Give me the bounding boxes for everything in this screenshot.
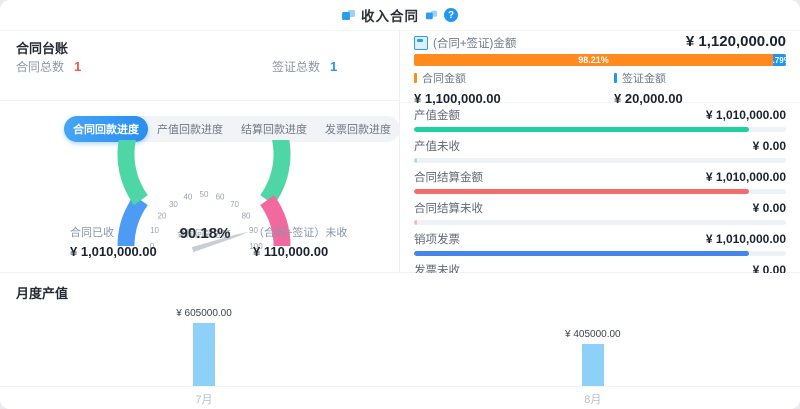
legend-value: ¥ 20,000.00 [614, 91, 683, 106]
progress-tabs: 合同回款进度 产值回款进度 结算回款进度 发票回款进度 [64, 116, 400, 142]
gauge-chart: 0 10 20 30 40 50 60 70 80 90 100 合同回款进度 [89, 67, 319, 253]
ledger-divider [0, 100, 399, 101]
document-icon-small [425, 10, 438, 20]
row-label: 产值金额 [414, 110, 460, 122]
row-progress-track [414, 251, 786, 256]
gauge-tick: 100 [249, 242, 263, 251]
received-summary: 合同已收 ¥ 1,010,000.00 [70, 224, 157, 259]
bar [193, 323, 215, 386]
tab-output-repayment[interactable]: 产值回款进度 [157, 124, 223, 136]
gauge-segment [117, 195, 148, 247]
bar-group: ¥ 605000.00 [149, 301, 259, 386]
gauge-tick: 80 [242, 211, 251, 220]
bar-group: ¥ 405000.00 [538, 301, 648, 386]
amount-total: ¥ 1,120,000.00 [685, 33, 786, 50]
stat-visa-total: 签证总数 1 [272, 58, 337, 75]
legend-label: 合同金额 [422, 73, 466, 85]
page-title: 收入合同 [361, 9, 419, 24]
row-progress-fill [414, 127, 750, 132]
stat-label: 合同总数 [16, 60, 65, 74]
contract-visa-bar: 98.21% 1.79% [414, 54, 786, 66]
received-value: ¥ 1,010,000.00 [70, 244, 157, 259]
bar-month-label: 8月 [584, 394, 602, 406]
stat-value: 1 [330, 59, 338, 74]
x-axis [0, 386, 800, 387]
legend-marker [614, 73, 617, 83]
row-progress-track [414, 127, 786, 132]
tab-contract-repayment[interactable]: 合同回款进度 [64, 116, 148, 142]
gauge-tick: 50 [200, 190, 209, 199]
amount-row: 合同结算金额 ¥ 1,010,000.00 [414, 169, 786, 194]
amount-panel-header: (合同+签证)金额 [414, 35, 516, 51]
row-value: ¥ 1,010,000.00 [705, 170, 786, 184]
gauge-tick: 30 [169, 200, 178, 209]
legend-visa-amount: 签证金额 ¥ 20,000.00 [614, 70, 683, 106]
row-value: ¥ 0.00 [752, 201, 786, 215]
row-progress-fill [414, 220, 418, 225]
row-value: ¥ 1,010,000.00 [705, 108, 786, 122]
gauge-tick: 10 [150, 226, 159, 235]
gauge-label: 合同回款进度 [177, 228, 231, 239]
bar-visa-segment: 1.79% [773, 54, 786, 66]
amount-row: 销项发票 ¥ 1,010,000.00 [414, 231, 786, 256]
amount-divider [400, 102, 800, 103]
monthly-output-section: 月度产值 ¥ 605000.00 ¥ 405000.00 7月 8月 [0, 273, 800, 409]
row-label: 销项发票 [414, 234, 460, 246]
app-header: 收入合同 ? [0, 0, 800, 31]
section-divider [0, 272, 800, 273]
calculator-icon [414, 36, 428, 50]
row-progress-track [414, 189, 786, 194]
ledger-title: 合同台账 [16, 41, 69, 56]
gauge-percent: 90.18% [179, 225, 231, 242]
tab-invoice-repayment[interactable]: 发票回款进度 [325, 124, 391, 136]
stat-contract-total: 合同总数 1 [16, 58, 81, 75]
amount-rows: 产值金额 ¥ 1,010,000.00 产值未收 ¥ 0.00 合同结算金额 ¥ 1,01… [414, 107, 786, 293]
unreceived-summary: （合同+签证）未收 ¥ 110,000.00 [253, 224, 347, 259]
gauge-needle [191, 231, 249, 253]
monthly-bar-chart: ¥ 605000.00 ¥ 405000.00 [0, 301, 800, 386]
row-label: 产值未收 [414, 141, 460, 153]
stat-value: 1 [74, 59, 82, 74]
received-label: 合同已收 [70, 227, 114, 239]
gauge-tick: 40 [183, 193, 192, 202]
unreceived-value: ¥ 110,000.00 [253, 244, 329, 259]
row-value: ¥ 0.00 [752, 139, 786, 153]
gauge-tick: 20 [157, 211, 166, 220]
legend-contract-amount: 合同金额 ¥ 1,100,000.00 [414, 70, 501, 106]
stat-label: 签证总数 [272, 60, 321, 74]
row-progress-track [414, 158, 786, 163]
gauge-segment [260, 195, 291, 247]
bar-month-label: 7月 [195, 394, 213, 406]
bar-contract-segment: 98.21% [414, 54, 773, 66]
bar-value-label: ¥ 605000.00 [176, 308, 232, 319]
row-value: ¥ 1,010,000.00 [705, 232, 786, 246]
help-icon[interactable]: ? [444, 8, 458, 22]
bar-value-label: ¥ 405000.00 [564, 329, 621, 340]
gauge-tick: 70 [230, 200, 239, 209]
bar [581, 344, 604, 386]
legend-marker [414, 73, 417, 83]
row-label: 合同结算未收 [414, 203, 483, 215]
gauge-tick: 60 [216, 193, 225, 202]
amount-row: 产值未收 ¥ 0.00 [414, 138, 786, 163]
amount-row: 合同结算未收 ¥ 0.00 [414, 200, 786, 225]
tab-settlement-repayment[interactable]: 结算回款进度 [241, 124, 307, 136]
unreceived-label: （合同+签证）未收 [253, 227, 348, 239]
row-label: 合同结算金额 [414, 172, 483, 184]
gauge-tick: 90 [249, 226, 258, 235]
monthly-title: 月度产值 [16, 286, 69, 301]
document-icon [342, 10, 355, 20]
row-progress-track [414, 220, 786, 225]
vertical-divider [399, 30, 400, 272]
row-progress-fill [414, 158, 418, 163]
legend-value: ¥ 1,100,000.00 [414, 91, 501, 106]
legend-label: 签证金额 [622, 73, 666, 85]
row-progress-fill [414, 189, 750, 194]
row-progress-fill [414, 251, 750, 256]
gauge-tick: 0 [150, 242, 155, 251]
amount-row: 产值金额 ¥ 1,010,000.00 [414, 107, 786, 132]
amount-title: (合同+签证)金额 [433, 38, 517, 50]
